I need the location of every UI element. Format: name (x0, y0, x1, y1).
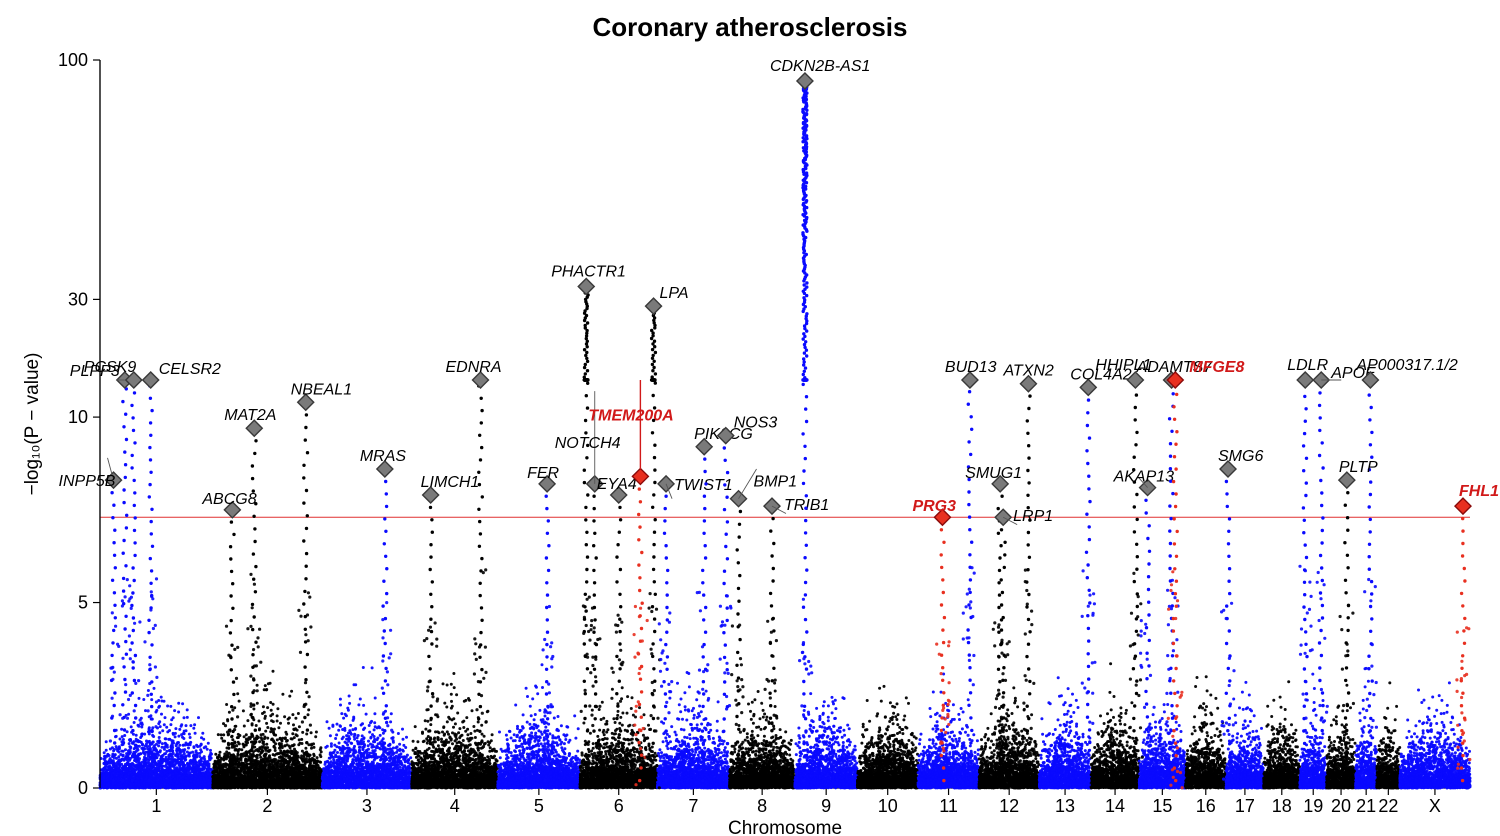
gene-label: NOS3 (734, 415, 778, 432)
gene-label: NOTCH4 (555, 435, 621, 452)
x-tick-label: 11 (939, 796, 958, 816)
gene-label: AP000317.1/2 (1355, 357, 1458, 374)
gene-label: SMUG1 (965, 465, 1022, 482)
x-tick-label: 8 (757, 796, 767, 816)
gene-label: ATXN2 (1002, 363, 1053, 380)
x-tick-label: 1 (151, 796, 161, 816)
y-axis-label: −log₁₀(P − value) (22, 353, 43, 496)
x-tick-label: 10 (878, 796, 898, 816)
x-tick-label: 21 (1356, 796, 1376, 816)
x-tick-label: 13 (1055, 796, 1075, 816)
x-tick-label: 22 (1378, 796, 1398, 816)
x-tick-label: 15 (1152, 796, 1172, 816)
gene-label: EDNRA (446, 359, 502, 376)
x-tick-label: 18 (1272, 796, 1292, 816)
x-tick-label: 6 (614, 796, 624, 816)
gene-label: INPP5B (59, 473, 116, 490)
novel-gene-label: FHL1 (1459, 483, 1499, 500)
gene-label: PCSK9 (84, 359, 137, 376)
gene-label: TRIB1 (784, 497, 829, 514)
gene-label: MAT2A (224, 407, 276, 424)
x-tick-label: 5 (534, 796, 544, 816)
y-tick-label: 100 (58, 50, 88, 70)
x-tick-label: 16 (1196, 796, 1216, 816)
gene-label: PLTP (1339, 459, 1378, 476)
manhattan-plot-figure: Coronary atherosclerosis 0 5 10 30 100 −log₁₀(… (0, 0, 1500, 836)
x-tick-label: 14 (1105, 796, 1125, 816)
y-tick-label: 30 (68, 289, 88, 309)
gene-label: MRAS (360, 448, 407, 465)
novel-gene-label: PRG3 (912, 498, 956, 515)
novel-gene-label: MFGE8 (1189, 359, 1244, 376)
y-tick-label: 0 (78, 778, 88, 798)
x-tick-label: 19 (1303, 796, 1323, 816)
gene-label: BMP1 (754, 474, 798, 491)
plot-title: Coronary atherosclerosis (592, 12, 907, 42)
x-tick-label: 20 (1331, 796, 1351, 816)
y-tick-label: 5 (78, 593, 88, 613)
gene-label: AKAP13 (1113, 469, 1175, 486)
gene-label: NBEAL1 (291, 381, 352, 398)
x-tick-label: 3 (362, 796, 372, 816)
gene-label: LPA (660, 285, 689, 302)
x-tick-label: 17 (1235, 796, 1255, 816)
gene-label: PHACTR1 (551, 264, 626, 281)
x-tick-label: 9 (821, 796, 831, 816)
gene-label: BUD13 (945, 359, 997, 376)
gene-label: CDKN2B-AS1 (770, 58, 870, 75)
manhattan-plot-svg: Coronary atherosclerosis 0 5 10 30 100 −log₁₀(… (0, 0, 1500, 836)
gene-label: LRP1 (1013, 508, 1053, 525)
gene-label: LDLR (1287, 357, 1328, 374)
novel-gene-label: TMEM200A (588, 407, 673, 424)
gene-label: FER (527, 465, 559, 482)
gene-label: SMG6 (1218, 448, 1263, 465)
x-tick-label: 4 (450, 796, 460, 816)
x-tick-label: 12 (999, 796, 1019, 816)
gene-label: CELSR2 (159, 361, 221, 378)
gene-label: EYA4 (597, 476, 637, 493)
y-tick-label: 10 (68, 407, 88, 427)
x-tick-label: X (1429, 796, 1441, 816)
x-axis-label: Chromosome (728, 818, 842, 836)
x-tick-label: 2 (262, 796, 272, 816)
gene-label: LIMCH1 (421, 474, 480, 491)
gene-label: ABCG8 (201, 491, 256, 508)
x-tick-label: 7 (688, 796, 698, 816)
